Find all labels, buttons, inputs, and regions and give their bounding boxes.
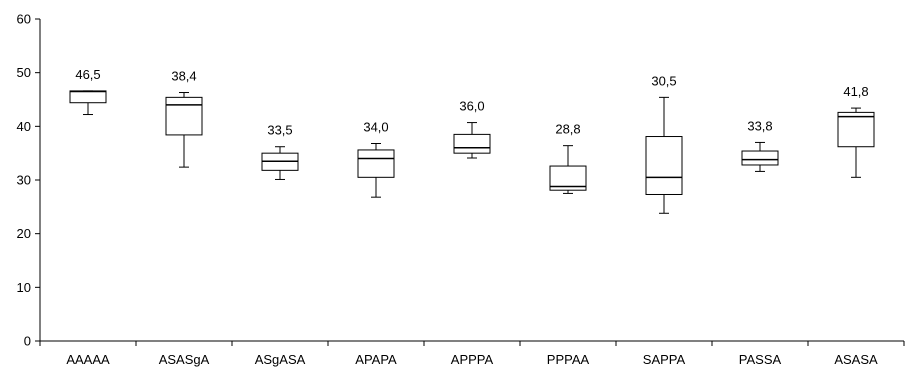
iqr-box bbox=[645, 136, 683, 195]
x-tick-label: APAPA bbox=[355, 352, 397, 367]
y-tick-label: 50 bbox=[17, 65, 31, 80]
iqr-box bbox=[69, 90, 107, 104]
iqr-box bbox=[357, 149, 395, 178]
median-value-label: 46,5 bbox=[75, 67, 100, 82]
y-tick-label: 0 bbox=[24, 334, 31, 349]
median-value-label: 28,8 bbox=[555, 122, 580, 137]
box-apapa bbox=[357, 143, 395, 198]
box-passa bbox=[741, 141, 779, 172]
box-apppa bbox=[453, 122, 491, 159]
y-tick-label: 60 bbox=[17, 12, 31, 27]
box-aaaaa bbox=[69, 90, 107, 116]
x-tick-label: SAPPA bbox=[643, 352, 686, 367]
data-labels-layer: 46,5 38,4 33,5 34,0 36,0 28,8 30,5 33,8 41,8 bbox=[75, 67, 868, 138]
box-sappa bbox=[645, 96, 683, 214]
median-value-label: 38,4 bbox=[171, 69, 196, 84]
y-axis: 0 10 20 30 40 50 60 bbox=[17, 12, 41, 349]
x-tick-label: ASASA bbox=[834, 352, 878, 367]
x-tick-label: AAAAA bbox=[66, 352, 110, 367]
iqr-box bbox=[741, 150, 779, 166]
median-value-label: 41,8 bbox=[843, 84, 868, 99]
median-value-label: 33,8 bbox=[747, 118, 772, 133]
box-asasa bbox=[837, 107, 875, 178]
y-tick-label: 40 bbox=[17, 119, 31, 134]
median-value-label: 36,0 bbox=[459, 99, 484, 114]
median-value-label: 30,5 bbox=[651, 73, 676, 88]
y-tick-label: 10 bbox=[17, 280, 31, 295]
box-pppaa bbox=[549, 145, 587, 194]
iqr-box bbox=[837, 111, 875, 148]
x-tick-label: ASASgA bbox=[159, 352, 210, 367]
x-tick-label: PPPAA bbox=[547, 352, 590, 367]
box-asasga bbox=[165, 92, 203, 168]
x-tick-label: APPPA bbox=[451, 352, 494, 367]
iqr-box bbox=[453, 133, 491, 154]
box-asgasa bbox=[261, 146, 299, 180]
boxes-layer bbox=[69, 90, 875, 214]
iqr-box bbox=[165, 96, 203, 136]
median-value-label: 34,0 bbox=[363, 120, 388, 135]
median-value-label: 33,5 bbox=[267, 123, 292, 138]
y-tick-label: 20 bbox=[17, 226, 31, 241]
y-tick-label: 30 bbox=[17, 173, 31, 188]
x-axis: AAAAA ASASgA ASgASA APAPA APPPA PPPAA SAPPA PAS… bbox=[39, 340, 905, 367]
x-tick-label: ASgASA bbox=[255, 352, 306, 367]
x-tick-label: PASSA bbox=[739, 352, 782, 367]
